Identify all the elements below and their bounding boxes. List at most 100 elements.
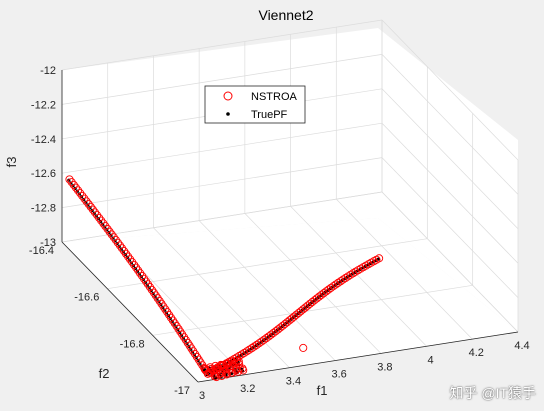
nstroa-point [145,283,154,292]
nstroa-point [95,213,104,222]
nstroa-point [170,319,179,328]
legend-marker-truepf [226,112,230,116]
nstroa-point [67,178,76,187]
back-right-pane [378,28,518,332]
x-tick-label: 4.4 [514,340,529,352]
nstroa-point [73,186,83,195]
floor-pane [62,218,518,382]
nstroa-point [136,269,145,278]
y-tick-label: -16.6 [74,292,99,304]
grid-line [61,54,383,105]
grid-line [153,227,290,368]
nstroa-point [88,205,97,214]
nstroa-point [163,308,172,317]
nstroa-point [181,336,190,345]
nstroa-point [128,258,137,267]
grid-line [381,54,519,195]
nstroa-point [90,208,100,217]
nstroa-point [153,294,162,303]
nstroa-point [172,322,181,331]
nstroa-point [78,191,87,200]
nstroa-point [147,285,156,294]
nstroa-point [111,235,120,245]
nstroa-point [161,305,170,314]
tick-labels: 33.23.43.63.844.24.4-17-16.8-16.6-16.4-1… [29,65,530,402]
grid-line [61,157,383,208]
x-tick-label: 4 [428,354,434,366]
nstroa-point [132,263,141,272]
nstroa-point [103,224,112,234]
nstroa-point [80,194,89,203]
grid-line [61,122,383,174]
nstroa-point [99,219,108,228]
nstroa-point [124,252,133,261]
grid-line [381,88,519,230]
legend-marker-nstroa [223,91,233,101]
nstroa-point [140,274,149,283]
chart-title: Viennet2 [258,7,313,23]
grid-line [381,19,519,161]
nstroa-point [117,244,127,253]
nstroa-point [113,238,122,247]
nstroa-point [151,291,160,300]
z-axis-label: f3 [4,157,19,168]
grid-line [381,157,519,298]
legend-label-nstroa: NSTROA [251,91,298,103]
x-tick-label: 3.8 [377,361,392,373]
z-tick-label: -12.2 [31,99,56,111]
nstroa-point [179,333,189,342]
y-tick-label: -16.8 [120,338,145,350]
nstroa-point [69,180,78,189]
grid-line [244,213,382,354]
nstroa-point [149,288,158,297]
x-axis-label: f1 [317,383,328,398]
grid-line [152,284,473,336]
y-tick-label: -17 [174,385,190,397]
x-tick-label: 3.6 [331,369,346,381]
watermark-text: 知乎 @IT猿手 [449,385,536,401]
nstroa-point [168,316,177,325]
x-tick-label: 3 [199,390,205,402]
z-tick-label: -12.6 [31,168,56,180]
back-left-pane [62,28,378,242]
grid-line [381,191,519,333]
x-tick-label: 4.2 [469,347,484,359]
axis-line [61,241,199,383]
x-tick-label: 3.2 [240,383,255,395]
nstroa-point [93,211,102,220]
nstroa-point [119,247,129,256]
nstroa-point [65,175,74,184]
nstroa-point [71,183,80,192]
grid-line [381,122,519,264]
z-tick-label: -12.4 [31,134,56,146]
grid-line [107,238,428,290]
legend: NSTROA TruePF [204,85,306,124]
nstroa-point [76,189,85,198]
grid-line [107,234,244,376]
nstroa-point [166,313,176,322]
grid-line [61,19,383,71]
axis-line [197,331,519,383]
nstroa-point [97,216,106,225]
grid-line [290,206,427,347]
nstroa-point [126,255,135,264]
nstroa-point [143,280,153,289]
nstroa-point [174,324,183,333]
nstroa-point [82,197,91,206]
legend-label-truepf: TruePF [251,109,288,121]
nstroa-point [157,299,166,308]
nstroa-point [141,277,151,286]
nstroa-point [105,227,114,236]
nstroa-point [299,343,308,352]
nstroa-point [84,200,93,209]
grid-line [198,220,336,361]
nstroa-point [109,233,118,242]
nstroa-point [115,241,124,250]
nstroa-point [178,330,187,339]
nstroa-point [155,296,164,306]
y-axis-label: f2 [99,366,110,381]
x-tick-label: 3.4 [286,376,301,388]
nstroa-point [107,230,116,239]
nstroa-point [176,327,185,336]
